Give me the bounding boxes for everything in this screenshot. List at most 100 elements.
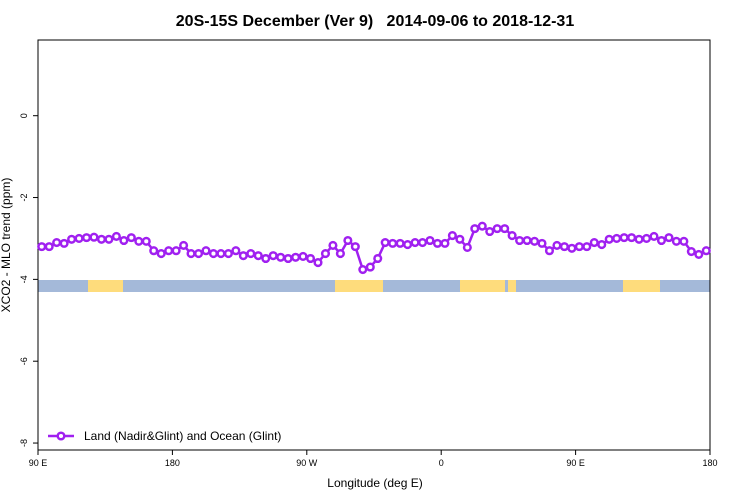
data-point <box>440 238 450 248</box>
data-point <box>522 235 532 246</box>
data-point <box>559 242 569 252</box>
data-point <box>298 251 308 262</box>
data-point <box>627 233 637 243</box>
surface-band <box>38 280 710 292</box>
y-tick-label: -4 <box>19 275 29 283</box>
data-point <box>223 249 233 259</box>
x-tick-label: 90 E <box>29 458 48 468</box>
data-point <box>671 236 681 246</box>
data-point <box>649 231 659 241</box>
data-point <box>126 233 136 243</box>
data-point <box>701 246 711 256</box>
data-point <box>59 238 69 248</box>
data-point <box>373 253 383 264</box>
data-point <box>403 240 413 250</box>
data-point <box>529 236 540 246</box>
x-tick-label: 180 <box>165 458 180 468</box>
x-tick-label: 90 W <box>296 458 318 468</box>
land-band <box>508 280 516 292</box>
data-point <box>231 246 241 256</box>
data-point <box>462 242 472 253</box>
data-point <box>597 240 607 250</box>
land-band <box>88 280 123 292</box>
data-point <box>641 233 652 244</box>
data-point <box>470 224 480 234</box>
data-point <box>246 249 256 259</box>
data-point <box>500 224 510 234</box>
x-tick-label: 180 <box>702 458 717 468</box>
y-tick-label: 0 <box>19 113 29 118</box>
data-point <box>507 231 517 241</box>
data-point <box>305 253 316 264</box>
data-point <box>164 246 174 256</box>
data-point <box>686 246 696 257</box>
data-point <box>694 249 704 259</box>
data-point <box>186 249 196 259</box>
data-point <box>96 234 107 244</box>
data-point <box>52 237 62 248</box>
data-point <box>193 249 204 259</box>
data-point <box>455 234 465 244</box>
data-point <box>604 234 614 244</box>
data-point <box>619 233 629 243</box>
data-point <box>328 240 338 250</box>
data-point <box>261 253 271 264</box>
chart-title: 20S-15S December (Ver 9) 2014-09-06 to 2… <box>176 13 575 30</box>
data-point <box>656 235 667 246</box>
data-point <box>156 249 166 259</box>
land-band <box>335 280 383 292</box>
data-point <box>477 221 487 231</box>
data-point <box>634 234 644 244</box>
data-point <box>365 262 375 272</box>
data-point <box>268 251 278 261</box>
data-point <box>567 243 577 253</box>
data-point <box>74 233 84 244</box>
data-point <box>179 240 189 250</box>
y-tick-label: -6 <box>19 357 29 365</box>
data-point <box>276 252 286 262</box>
data-point <box>119 235 129 246</box>
data-point <box>358 265 368 275</box>
data-point <box>664 233 674 243</box>
x-axis-label: Longitude (deg E) <box>327 476 422 490</box>
data-point <box>291 252 301 262</box>
data-point <box>544 246 555 256</box>
data-point <box>425 235 435 246</box>
y-axis-label: XCO2 - MLO trend (ppm) <box>0 178 13 313</box>
data-point <box>208 249 219 259</box>
data-point <box>37 242 47 252</box>
data-point <box>589 237 599 248</box>
data-point <box>343 235 353 246</box>
data-point <box>582 242 592 252</box>
data-point <box>485 226 495 237</box>
data-point <box>149 246 159 256</box>
data-point <box>417 237 428 248</box>
y-tick-label: -8 <box>19 439 29 447</box>
legend-label: Land (Nadir&Glint) and Ocean (Glint) <box>84 429 281 443</box>
data-point <box>81 233 92 243</box>
data-point <box>67 234 77 244</box>
data-point <box>447 231 457 241</box>
data-point <box>537 238 547 248</box>
data-point <box>44 242 54 252</box>
series-line <box>41 224 707 272</box>
data-point <box>134 236 144 246</box>
data-point <box>320 249 331 259</box>
data-point <box>552 240 562 250</box>
data-point <box>612 233 622 244</box>
data-point <box>350 242 360 252</box>
x-tick-label: 0 <box>439 458 444 468</box>
data-point <box>253 251 263 261</box>
data-point <box>111 231 121 241</box>
data-point <box>89 232 99 242</box>
land-band <box>460 280 505 292</box>
data-point <box>380 237 390 248</box>
data-point <box>335 249 345 259</box>
x-tick-label: 90 E <box>566 458 585 468</box>
data-point <box>216 249 226 259</box>
data-point <box>141 236 151 246</box>
data-point <box>395 238 405 248</box>
data-point <box>313 258 323 268</box>
data-point <box>492 224 502 234</box>
